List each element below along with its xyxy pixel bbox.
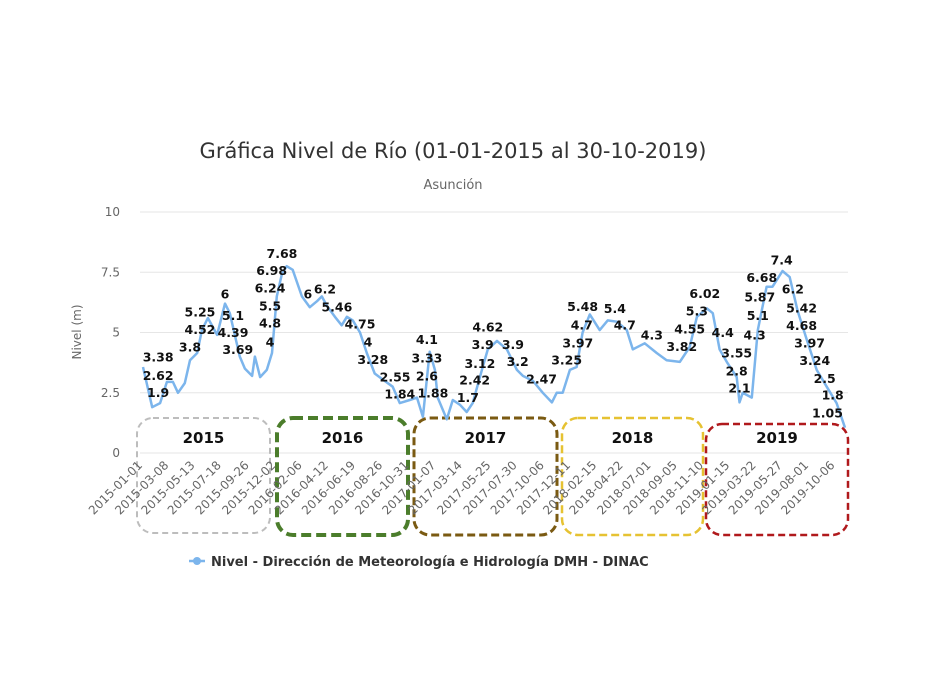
data-label: 4.52 [185,322,216,337]
data-label: 1.05 [812,406,843,421]
data-label: 4 [364,335,373,350]
data-label: 5.4 [604,301,626,316]
year-box-2019 [704,422,850,537]
data-label: 2.5 [814,371,836,386]
data-label: 4.7 [571,318,593,333]
data-label: 4.1 [416,332,438,347]
data-label: 7.4 [771,253,793,268]
year-label-2016: 2016 [322,429,364,447]
data-label: 5.48 [567,299,598,314]
y-axis-label: Nivel (m) [70,305,84,360]
y-tick-label: 5 [112,326,120,340]
data-label: 3.38 [143,350,174,365]
data-label: 1.84 [384,387,415,402]
data-label: 5.3 [686,303,708,318]
y-tick-label: 0 [112,446,120,460]
data-label: 5.1 [747,308,769,323]
data-label: 3.33 [411,351,442,366]
data-label: 4.55 [674,321,705,336]
data-label: 6.68 [746,270,777,285]
data-label: 6.98 [256,263,287,278]
data-label: 5.46 [321,299,352,314]
year-box-2017 [412,416,559,537]
year-label-2019: 2019 [756,429,798,447]
data-label: 3.97 [794,335,825,350]
data-label: 3.8 [179,339,201,354]
year-label-2017: 2017 [465,429,507,447]
year-box-2015 [136,417,271,534]
data-label: 3.2 [507,354,529,369]
legend[interactable]: Nivel - Dirección de Meteorología e Hidr… [189,555,649,570]
data-label: 2.42 [459,373,490,388]
data-label: 7.68 [267,246,298,261]
data-label: 4.75 [345,317,376,332]
data-label: 1.8 [822,388,844,403]
data-label: 4.3 [641,327,663,342]
data-label: 5.87 [744,290,775,305]
y-tick-label: 10 [105,205,120,219]
year-boxes: 2015 2016 2017 2018 2019 [136,416,850,537]
data-label: 4.68 [786,318,817,333]
data-label: 3.25 [551,353,582,368]
data-label: 5.25 [185,304,216,319]
data-label: 1.7 [457,390,479,405]
data-label: 5.1 [222,308,244,323]
data-label: 4.39 [218,325,249,340]
data-label: 6.02 [689,286,720,301]
data-label: 1.88 [417,386,448,401]
data-label: 3.55 [721,345,752,360]
data-label: 4.62 [472,320,503,335]
data-label: 3.12 [464,356,495,371]
data-label: 6.2 [314,282,336,297]
data-label: 2.62 [143,368,174,383]
legend-label: Nivel - Dirección de Meteorología e Hidr… [211,555,649,570]
data-labels: 3.38 2.62 1.9 3.8 4.52 5.25 6 5.1 4.39 3.69 4 4.8 5.… [143,246,844,421]
data-label: 4.8 [259,315,281,330]
data-label: 6 [221,286,230,301]
data-label: 2.1 [728,380,750,395]
x-tick-labels: 2015-01-012015-03-082015-05-132015-07-18… [86,458,838,517]
data-label: 4.3 [744,327,766,342]
data-label: 3.28 [357,352,388,367]
data-label: 2.8 [726,364,748,379]
y-tick-labels: 0 2.5 5 7.5 10 [101,205,120,460]
year-label-2018: 2018 [612,429,654,447]
data-label: 2.55 [380,370,411,385]
chart-subtitle: Asunción [423,178,482,193]
y-tick-label: 2.5 [101,386,120,400]
grid-lines [140,211,848,454]
legend-marker-icon [193,557,201,565]
data-label: 3.9 [472,337,494,352]
data-label: 3.97 [562,335,593,350]
data-label: 3.9 [502,337,524,352]
data-label: 3.69 [222,342,253,357]
data-label: 4 [266,335,275,350]
year-label-2015: 2015 [183,429,225,447]
data-label: 5.42 [786,300,817,315]
y-tick-label: 7.5 [101,265,120,279]
data-label: 4.7 [614,318,636,333]
data-label: 5.5 [259,298,281,313]
data-label: 6.2 [782,282,804,297]
chart-title: Gráfica Nivel de Río (01-01-2015 al 30-1… [200,139,707,163]
series-line [141,264,847,429]
data-label: 2.6 [416,368,438,383]
year-box-2016 [275,416,410,537]
data-label: 2.47 [526,371,557,386]
data-label: 6.24 [255,281,286,296]
data-label: 4.4 [712,325,734,340]
year-box-2018 [560,416,705,537]
data-label: 3.82 [666,339,697,354]
data-label: 3.24 [799,353,830,368]
data-label: 1.9 [147,385,169,400]
data-label: 6 [303,286,312,301]
